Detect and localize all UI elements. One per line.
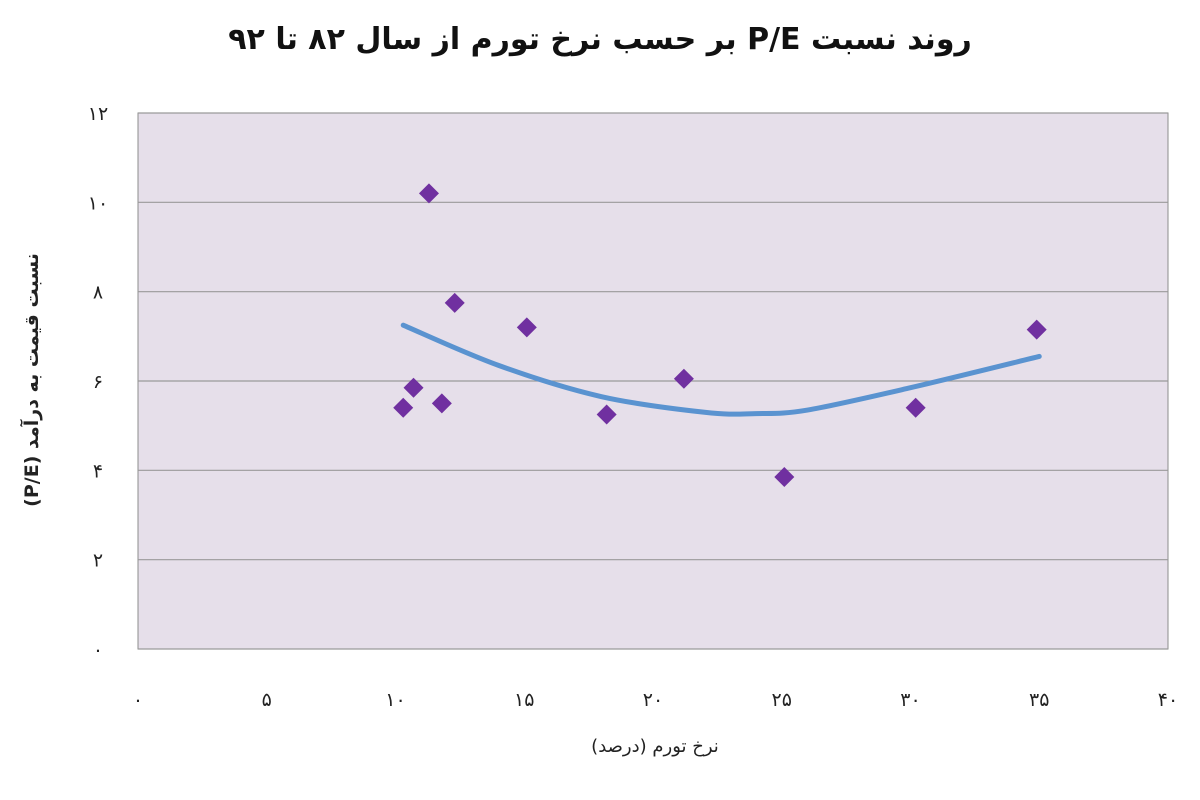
y-tick-label: ۸: [93, 282, 103, 304]
data-point-marker: [774, 467, 795, 488]
data-point-marker: [444, 292, 465, 313]
data-point-marker: [1026, 319, 1047, 340]
y-tick-label: ۰: [93, 639, 103, 661]
y-tick-label: ۴: [93, 460, 103, 482]
x-tick-label: ۵: [262, 689, 272, 711]
data-point-marker: [905, 397, 926, 418]
x-tick-label: ۲۰: [643, 689, 663, 711]
x-axis-label: نرخ تورم (درصد): [591, 736, 719, 757]
x-axis-ticks: ۰ ۵ ۱۰ ۱۵ ۲۰ ۲۵ ۳۰ ۳۵ ۴۰: [133, 689, 1178, 711]
data-point-marker: [393, 397, 414, 418]
x-tick-label: ۱۰: [385, 689, 405, 711]
data-point-marker: [516, 317, 537, 338]
x-tick-label: ۲۵: [772, 689, 792, 711]
x-tick-label: ۴۰: [1158, 689, 1178, 711]
x-tick-label: ۳۰: [900, 689, 920, 711]
y-tick-label: ۲: [93, 550, 103, 572]
x-tick-label: ۳۵: [1029, 689, 1049, 711]
trendline: [400, 322, 1042, 417]
x-tick-label: ۱۵: [514, 689, 534, 711]
data-points: [393, 183, 1047, 488]
y-axis-label: نسبت قیمت به درآمد (P/E): [19, 253, 43, 507]
y-tick-label: ۱۰: [88, 192, 108, 214]
data-point-marker: [431, 393, 452, 414]
data-point-marker: [673, 368, 694, 389]
data-point-marker: [418, 183, 439, 204]
data-point-marker: [403, 377, 424, 398]
y-axis-ticks: ۰ ۲ ۴ ۶ ۸ ۱۰ ۱۲: [88, 103, 108, 661]
y-tick-label: ۶: [93, 371, 103, 393]
data-point-marker: [596, 404, 617, 425]
chart-title: روند نسبت P/E بر حسب نرخ تورم از سال ۸۲ …: [228, 22, 972, 57]
grid-lines: [138, 112, 1168, 650]
y-tick-label: ۱۲: [88, 103, 108, 125]
x-tick-label: ۰: [133, 689, 143, 711]
